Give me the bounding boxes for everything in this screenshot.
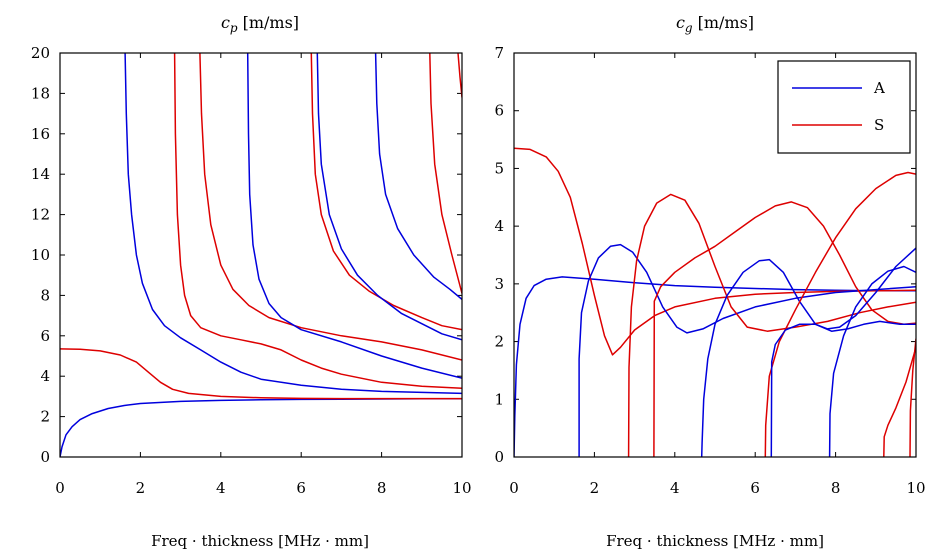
x-tick-label: 2 — [590, 479, 600, 497]
title-symbol: c — [221, 13, 230, 32]
x-tick-label: 2 — [136, 479, 146, 497]
y-tick-label: 0 — [40, 448, 50, 466]
group-velocity-x-axis-label: Freq · thickness [MHz · mm] — [606, 532, 824, 550]
y-tick-label: 10 — [31, 246, 50, 264]
x-tick-label: 8 — [377, 479, 387, 497]
mode-curve-s — [173, 53, 462, 390]
mode-curve-s — [310, 53, 462, 331]
title-symbol: c — [676, 13, 685, 32]
x-tick-label: 10 — [906, 479, 925, 497]
phase-velocity-plot-frame — [59, 52, 463, 458]
group-velocity-curves — [514, 147, 916, 457]
phase-velocity-curves — [60, 53, 462, 457]
phase-velocity-ticks: 0 2 4 6 8 10 0 2 4 6 8 10 12 14 16 18 20 — [31, 44, 472, 497]
x-tick-label: 6 — [296, 479, 306, 497]
legend: A S — [777, 60, 911, 154]
mode-curve-s — [627, 193, 916, 457]
y-tick-label: 7 — [494, 44, 504, 62]
mode-curve-s — [429, 53, 462, 294]
mode-curve-a — [374, 53, 462, 300]
y-tick-label: 6 — [40, 327, 50, 345]
phase-velocity-title: cp [m/ms] — [221, 13, 299, 35]
y-tick-label: 5 — [494, 159, 504, 177]
y-tick-label: 0 — [494, 448, 504, 466]
phase-velocity-panel: cp [m/ms] 0 2 4 6 8 10 0 2 4 6 8 10 12 14 16 18 20 Freq ·… — [31, 13, 472, 550]
y-tick-label: 4 — [494, 217, 504, 235]
title-unit: [m/ms] — [243, 13, 299, 32]
title-subscript: p — [230, 21, 238, 35]
mode-curve-a — [316, 53, 462, 341]
mode-curve-s — [883, 347, 916, 457]
group-velocity-ticks: 0 2 4 6 8 10 0 1 2 3 4 5 6 7 — [494, 44, 925, 497]
mode-curve-a — [246, 53, 462, 379]
y-tick-label: 2 — [494, 333, 504, 351]
group-velocity-title: cg [m/ms] — [676, 13, 754, 35]
y-tick-label: 12 — [31, 206, 50, 224]
mode-curve-a — [124, 53, 462, 395]
legend-label-s: S — [874, 116, 884, 134]
y-tick-label: 2 — [40, 408, 50, 426]
y-tick-label: 14 — [31, 165, 50, 183]
y-tick-label: 8 — [40, 286, 50, 304]
x-tick-label: 4 — [670, 479, 680, 497]
x-tick-label: 8 — [831, 479, 841, 497]
group-velocity-panel: cg [m/ms] 0 2 4 6 8 10 0 1 2 3 4 5 6 7 A S Freq · thic… — [494, 13, 925, 550]
mode-curve-s — [909, 338, 916, 457]
x-tick-label: 10 — [452, 479, 471, 497]
legend-label-a: A — [873, 79, 885, 97]
phase-velocity-x-axis-label: Freq · thickness [MHz · mm] — [151, 532, 369, 550]
x-tick-label: 0 — [55, 479, 65, 497]
x-tick-label: 6 — [750, 479, 760, 497]
mode-curve-a — [578, 243, 916, 457]
mode-curve-s — [457, 53, 462, 98]
y-tick-label: 18 — [31, 84, 50, 102]
mode-curve-a — [770, 247, 916, 457]
mode-curve-s — [653, 201, 916, 457]
mode-curve-a — [60, 398, 462, 457]
x-tick-label: 4 — [216, 479, 226, 497]
y-tick-label: 3 — [494, 275, 504, 293]
y-tick-label: 20 — [31, 44, 50, 62]
y-tick-label: 1 — [494, 390, 504, 408]
title-unit: [m/ms] — [698, 13, 754, 32]
mode-curve-a — [514, 276, 916, 457]
mode-curve-s — [764, 171, 916, 457]
y-tick-label: 4 — [40, 367, 50, 385]
mode-curve-s — [60, 348, 462, 400]
title-subscript: g — [685, 21, 693, 35]
mode-curve-a — [700, 258, 916, 457]
mode-curve-s — [199, 53, 462, 361]
y-tick-label: 16 — [31, 125, 50, 143]
mode-curve-a — [828, 265, 916, 457]
group-velocity-plot-frame — [513, 52, 917, 458]
x-tick-label: 0 — [509, 479, 519, 497]
legend-box — [777, 60, 911, 154]
y-tick-label: 6 — [494, 102, 504, 120]
